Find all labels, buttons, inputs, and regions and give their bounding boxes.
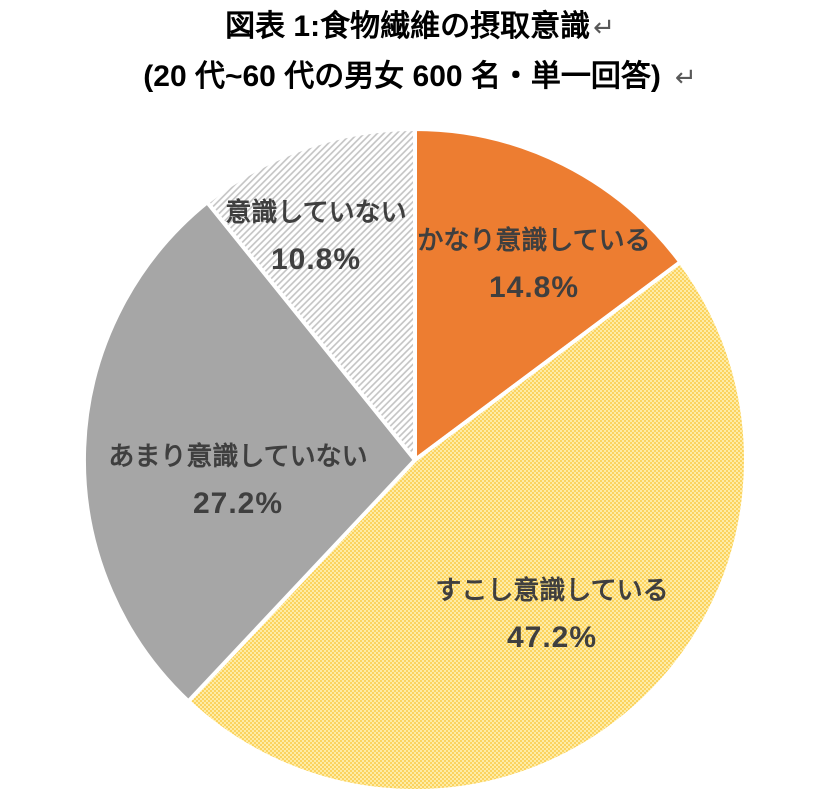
slice-label-text: かなり意識している — [417, 225, 651, 255]
pie-slice-0 — [413, 127, 683, 462]
pie-slice-2 — [81, 200, 417, 704]
return-mark-icon: ↵ — [674, 62, 697, 92]
chart-title-block: 図表 1:食物繊維の摂取意識 ↵ (20 代~60 代の男女 600 名・単一回答… — [0, 2, 840, 102]
slice-label-sukoshi: すこし意識している 47.2% — [435, 567, 668, 661]
slice-label-text: あまり意識していない — [108, 441, 368, 471]
return-mark-icon: ↵ — [593, 12, 615, 42]
chart-subtitle-text: (20 代~60 代の男女 600 名・単一回答) — [143, 60, 661, 93]
slice-label-text: すこし意識している — [435, 575, 669, 605]
slice-label-amari: あまり意識していない 27.2% — [108, 433, 367, 527]
pie-slices-group — [81, 127, 748, 793]
slice-label-value: 10.8% — [270, 243, 362, 276]
chart-subtitle: (20 代~60 代の男女 600 名・単一回答) ↵ — [0, 52, 840, 102]
chart-title-text: 図表 1:食物繊維の摂取意識 — [225, 10, 591, 43]
slice-label-kanari: かなり意識している 14.8% — [417, 217, 650, 311]
pie-slice-1 — [186, 260, 748, 793]
slice-label-shiteinai: 意識していない 10.8% — [225, 189, 406, 283]
chart-title: 図表 1:食物繊維の摂取意識 ↵ — [0, 2, 840, 52]
pie-slice-3 — [205, 127, 417, 462]
slice-label-value: 27.2% — [192, 487, 284, 520]
slice-label-value: 47.2% — [506, 621, 598, 654]
slice-label-text: 意識していない — [225, 197, 407, 227]
slice-label-value: 14.8% — [488, 271, 580, 304]
